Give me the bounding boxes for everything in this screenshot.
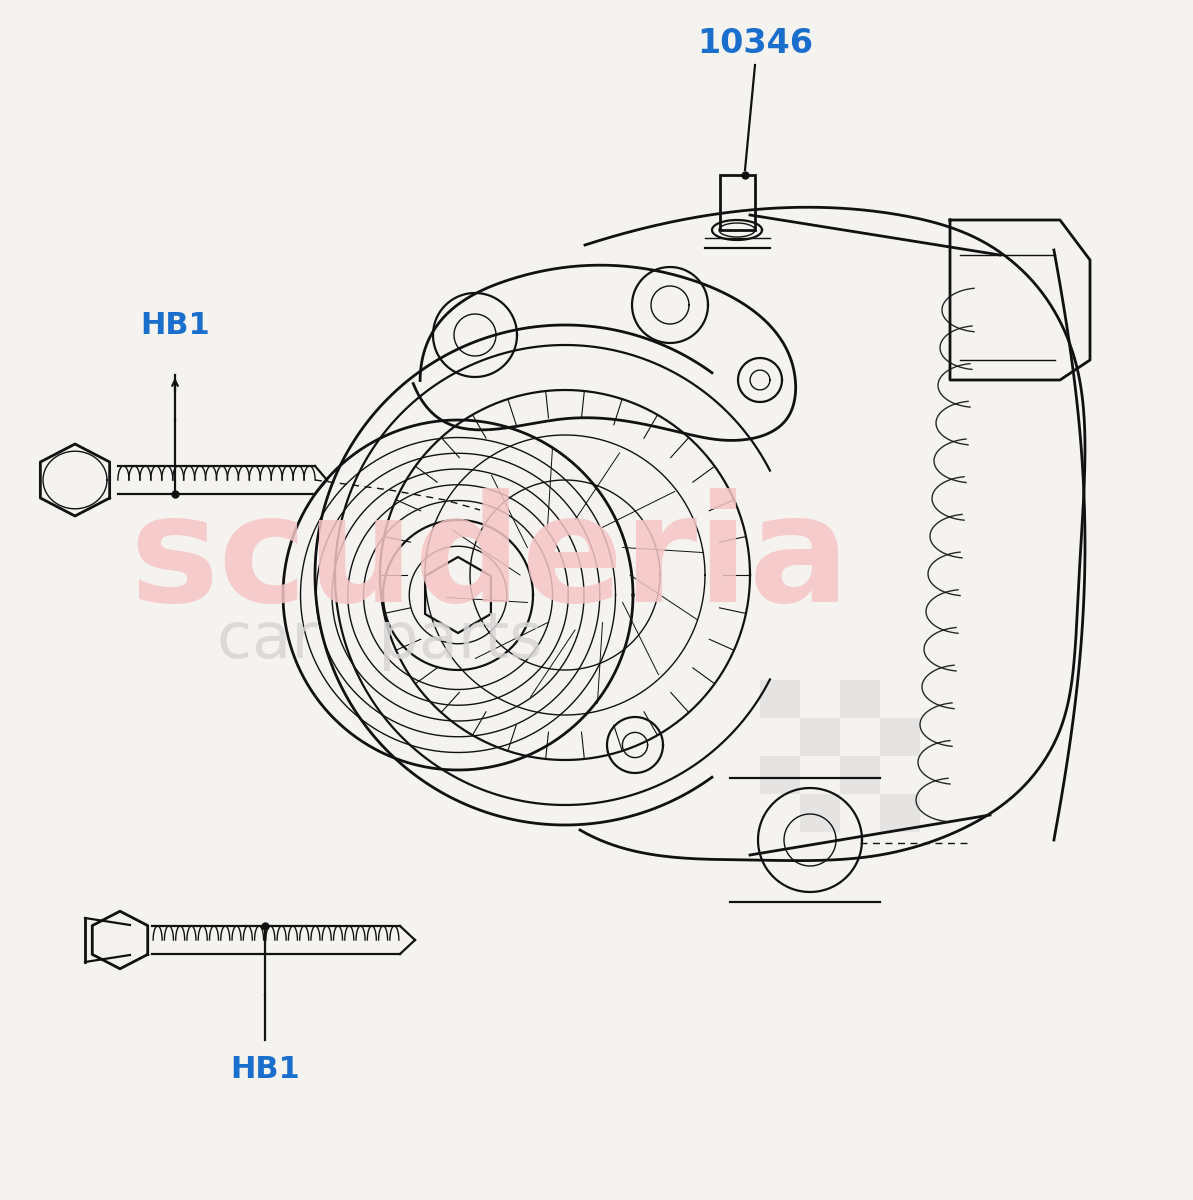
Bar bbox=[880, 794, 920, 832]
Bar bbox=[840, 756, 880, 794]
Text: HB1: HB1 bbox=[230, 1055, 299, 1084]
Text: HB1: HB1 bbox=[140, 311, 210, 340]
Text: car   parts: car parts bbox=[217, 608, 543, 671]
Text: scuderia: scuderia bbox=[130, 487, 851, 632]
Bar bbox=[760, 756, 801, 794]
Bar bbox=[801, 794, 840, 832]
Bar bbox=[721, 175, 755, 230]
Text: 10346: 10346 bbox=[697, 26, 812, 60]
Bar bbox=[801, 718, 840, 756]
Bar bbox=[880, 718, 920, 756]
Bar bbox=[760, 680, 801, 718]
Bar bbox=[840, 680, 880, 718]
